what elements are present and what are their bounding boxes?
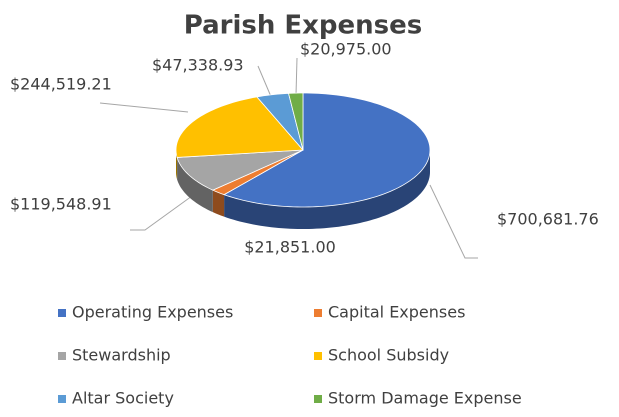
legend-label: Altar Society: [72, 389, 174, 408]
data-label: $47,338.93: [152, 56, 244, 75]
leader-lines: [99, 57, 478, 259]
legend-label: Capital Expenses: [328, 303, 465, 322]
pie-slice: [288, 92, 304, 151]
legend-marker: [58, 395, 66, 403]
pie-sides: [176, 150, 430, 229]
legend-label: Operating Expenses: [72, 303, 233, 322]
pie-slice: [176, 149, 304, 191]
data-label: $119,548.91: [10, 195, 112, 214]
pie-slice: [223, 92, 431, 208]
legend-marker: [58, 352, 66, 360]
pie-top: [175, 92, 431, 208]
pie-slice: [256, 92, 304, 151]
leader-line: [99, 102, 189, 113]
leader-line: [130, 195, 193, 231]
pie-side: [177, 157, 213, 213]
data-label: $244,519.21: [10, 75, 112, 94]
leader-line: [257, 65, 273, 100]
data-label: $700,681.76: [497, 210, 599, 229]
pie-slice: [175, 96, 304, 158]
chart-title: Parish Expenses: [184, 11, 423, 41]
legend-label: Stewardship: [72, 346, 171, 365]
legend-label: School Subsidy: [328, 346, 449, 365]
legend-marker: [314, 352, 322, 360]
legend-marker: [314, 309, 322, 317]
leader-line: [295, 57, 298, 96]
legend-marker: [314, 395, 322, 403]
data-label: $21,851.00: [244, 238, 336, 257]
pie-side: [224, 150, 430, 229]
pie-side: [212, 190, 225, 217]
legend-marker: [58, 309, 66, 317]
data-label: $20,975.00: [300, 40, 392, 59]
legend-label: Storm Damage Expense: [328, 389, 522, 408]
leader-line: [429, 184, 478, 259]
